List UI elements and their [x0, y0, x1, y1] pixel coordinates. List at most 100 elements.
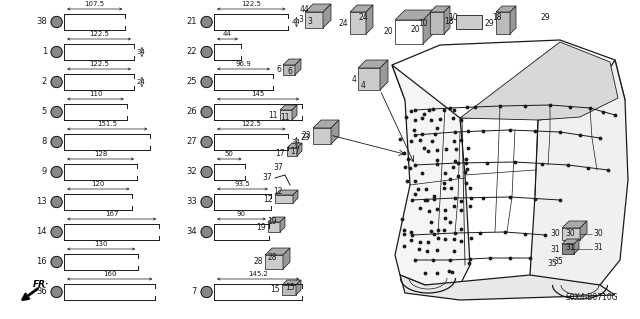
- Text: 1: 1: [42, 48, 47, 56]
- Point: [435, 117, 445, 122]
- Text: 167: 167: [105, 211, 118, 217]
- Point: [540, 233, 550, 238]
- Point: [461, 180, 471, 185]
- Point: [466, 196, 476, 201]
- Point: [420, 270, 431, 275]
- Point: [475, 230, 485, 235]
- Point: [610, 113, 620, 118]
- Text: 25: 25: [186, 78, 197, 86]
- Text: 12: 12: [273, 188, 283, 197]
- Point: [428, 232, 438, 237]
- Point: [449, 237, 459, 242]
- Point: [433, 236, 444, 241]
- Point: [440, 207, 451, 212]
- Polygon shape: [313, 120, 339, 128]
- Text: 110: 110: [89, 91, 102, 97]
- Point: [414, 247, 424, 252]
- Point: [413, 186, 423, 191]
- Circle shape: [201, 226, 212, 238]
- Text: 22: 22: [186, 48, 197, 56]
- Text: 160: 160: [103, 271, 116, 277]
- Polygon shape: [350, 12, 366, 34]
- Point: [406, 138, 416, 143]
- Circle shape: [51, 46, 62, 58]
- Text: 130: 130: [95, 241, 108, 247]
- Circle shape: [201, 137, 212, 148]
- Point: [432, 248, 442, 253]
- Point: [555, 197, 565, 203]
- Polygon shape: [280, 105, 297, 110]
- Point: [530, 129, 540, 134]
- Polygon shape: [292, 105, 297, 120]
- Point: [461, 157, 471, 162]
- Text: 11: 11: [269, 110, 278, 120]
- Polygon shape: [444, 6, 450, 34]
- Text: 44: 44: [300, 5, 310, 14]
- Text: 24: 24: [137, 79, 146, 85]
- Point: [445, 176, 456, 182]
- Text: 6: 6: [287, 68, 292, 77]
- Polygon shape: [358, 60, 388, 68]
- Point: [440, 146, 451, 151]
- Polygon shape: [496, 6, 516, 12]
- Text: 10: 10: [419, 19, 428, 27]
- Point: [428, 107, 438, 112]
- Circle shape: [201, 167, 212, 178]
- Polygon shape: [331, 120, 339, 144]
- Text: 20: 20: [410, 26, 420, 34]
- Point: [439, 227, 449, 232]
- Point: [410, 257, 420, 263]
- Polygon shape: [562, 244, 574, 254]
- Point: [461, 160, 471, 165]
- Point: [445, 219, 455, 224]
- Text: 2: 2: [42, 78, 47, 86]
- Point: [419, 112, 429, 117]
- Point: [432, 126, 442, 131]
- Point: [505, 195, 515, 200]
- Point: [401, 115, 411, 120]
- Text: 16: 16: [36, 257, 47, 266]
- Point: [530, 196, 540, 201]
- Text: 122.5: 122.5: [241, 121, 261, 127]
- Point: [419, 146, 429, 151]
- Point: [431, 207, 442, 212]
- Point: [450, 230, 460, 235]
- Point: [500, 229, 510, 234]
- Point: [422, 248, 433, 253]
- Point: [465, 204, 475, 209]
- Point: [447, 269, 458, 274]
- Point: [505, 256, 515, 261]
- Circle shape: [51, 256, 62, 268]
- Point: [410, 178, 420, 183]
- Point: [481, 160, 492, 165]
- Text: 20: 20: [383, 27, 393, 36]
- Point: [453, 160, 463, 166]
- Point: [426, 138, 436, 143]
- Text: 30: 30: [593, 228, 603, 238]
- Circle shape: [201, 197, 212, 208]
- Polygon shape: [358, 68, 380, 90]
- Text: 8: 8: [42, 137, 47, 146]
- Point: [408, 127, 419, 132]
- Polygon shape: [287, 148, 297, 156]
- Polygon shape: [280, 110, 292, 120]
- Polygon shape: [530, 60, 628, 290]
- Point: [426, 117, 436, 122]
- Point: [421, 187, 431, 192]
- Polygon shape: [380, 60, 388, 90]
- Circle shape: [51, 167, 62, 178]
- Point: [422, 148, 433, 153]
- Point: [456, 239, 467, 244]
- Text: 17: 17: [290, 147, 300, 157]
- Point: [438, 108, 449, 113]
- Point: [565, 104, 575, 109]
- Point: [456, 137, 466, 142]
- Text: 44: 44: [291, 19, 300, 25]
- Text: 6: 6: [276, 65, 281, 75]
- Text: 122.5: 122.5: [241, 1, 261, 7]
- Point: [520, 231, 530, 236]
- Text: 37: 37: [273, 164, 283, 173]
- Polygon shape: [287, 143, 302, 148]
- Point: [402, 178, 412, 183]
- Text: 12: 12: [264, 196, 273, 204]
